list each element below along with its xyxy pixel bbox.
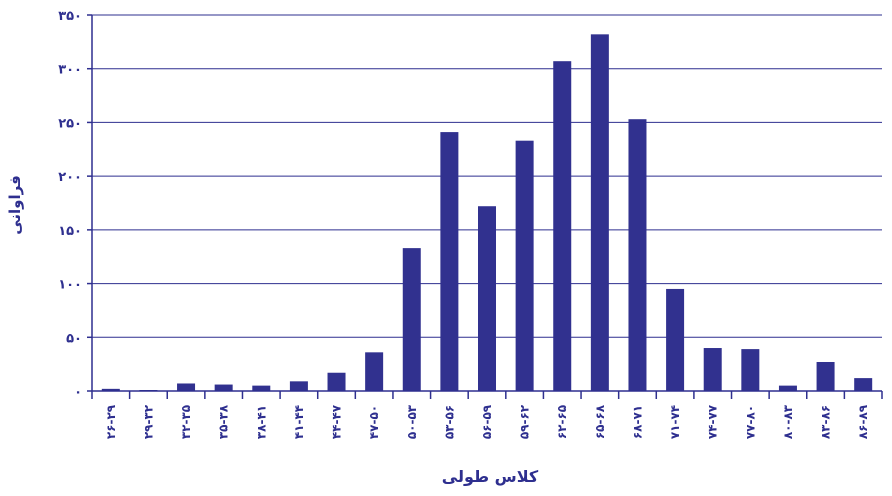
x-tick-label: ۸۶-۸۹	[856, 404, 870, 439]
bar	[590, 34, 609, 391]
bar	[252, 385, 271, 391]
bar	[553, 61, 572, 392]
x-tick-label: ۶۲-۶۵	[555, 405, 569, 439]
x-tick-label: ۲۹-۳۲	[141, 404, 155, 439]
y-tick-label: ۰	[74, 385, 82, 400]
bar	[741, 349, 760, 391]
x-tick-label: ۳۵-۳۸	[217, 404, 231, 439]
bar	[327, 372, 346, 391]
axes	[87, 14, 883, 399]
bar	[515, 140, 534, 391]
bar	[628, 119, 647, 391]
x-tick-label: ۶۸-۷۱	[630, 405, 644, 439]
y-tick-label: ۱۰۰	[58, 278, 82, 293]
x-tick-label: ۵۳-۵۶	[442, 405, 456, 439]
x-tick-label: ۳۲-۳۵	[179, 405, 193, 439]
bar	[703, 348, 722, 391]
x-tick-label: ۵۶-۵۹	[480, 404, 494, 439]
y-tick-label: ۱۵۰	[58, 224, 82, 239]
x-tick-label: ۲۶-۲۹	[104, 404, 118, 439]
bar	[478, 206, 496, 391]
x-tick-label: ۴۷-۵۰	[367, 405, 381, 439]
bar	[402, 248, 421, 391]
x-tick-labels: ۲۶-۲۹ ۲۹-۳۲ ۳۲-۳۵ ۳۵-۳۸ ۳۸-۴۱ ۴۱-۴۴ ۴۴-۴۷ ۴۷-۵۰…	[104, 404, 870, 439]
y-axis-title: فراوانی	[6, 175, 24, 235]
x-tick-label: ۴۱-۴۴	[292, 405, 306, 439]
y-tick-label: ۳۰۰	[58, 63, 82, 78]
bar	[177, 383, 196, 391]
y-tick-label: ۳۵۰	[58, 9, 82, 24]
y-tick-label: ۲۵۰	[58, 116, 82, 131]
x-tick-label: ۶۵-۶۸	[593, 404, 607, 439]
x-tick-label: ۵۰-۵۳	[405, 404, 419, 439]
bars	[101, 34, 873, 392]
x-tick-label: ۷۷-۸۰	[743, 405, 757, 439]
y-tick-label: ۲۰۰	[58, 170, 82, 185]
bar	[214, 384, 233, 391]
bar	[816, 361, 835, 391]
bar	[101, 388, 120, 391]
y-tick-label: ۵۰	[66, 331, 82, 346]
x-tick-label: ۷۱-۷۴	[668, 405, 682, 439]
x-tick-label: ۵۹-۶۲	[518, 404, 532, 439]
x-axis-title: کلاس طولی	[442, 467, 539, 486]
x-tick-label: ۳۸-۴۱	[254, 405, 268, 439]
bar	[289, 381, 308, 391]
bar	[440, 132, 459, 391]
x-tick-label: ۴۴-۴۷	[330, 404, 344, 439]
bar	[778, 385, 797, 391]
y-tick-labels: ۰ ۵۰ ۱۰۰ ۱۵۰ ۲۰۰ ۲۵۰ ۳۰۰ ۳۵۰	[58, 9, 82, 400]
x-tick-label: ۸۳-۸۶	[819, 405, 833, 439]
bar	[365, 352, 384, 391]
x-tick-label: ۸۰-۸۳	[781, 404, 795, 439]
bar	[666, 288, 685, 391]
x-tick-label: ۷۴-۷۷	[706, 404, 720, 439]
bar	[854, 378, 873, 391]
